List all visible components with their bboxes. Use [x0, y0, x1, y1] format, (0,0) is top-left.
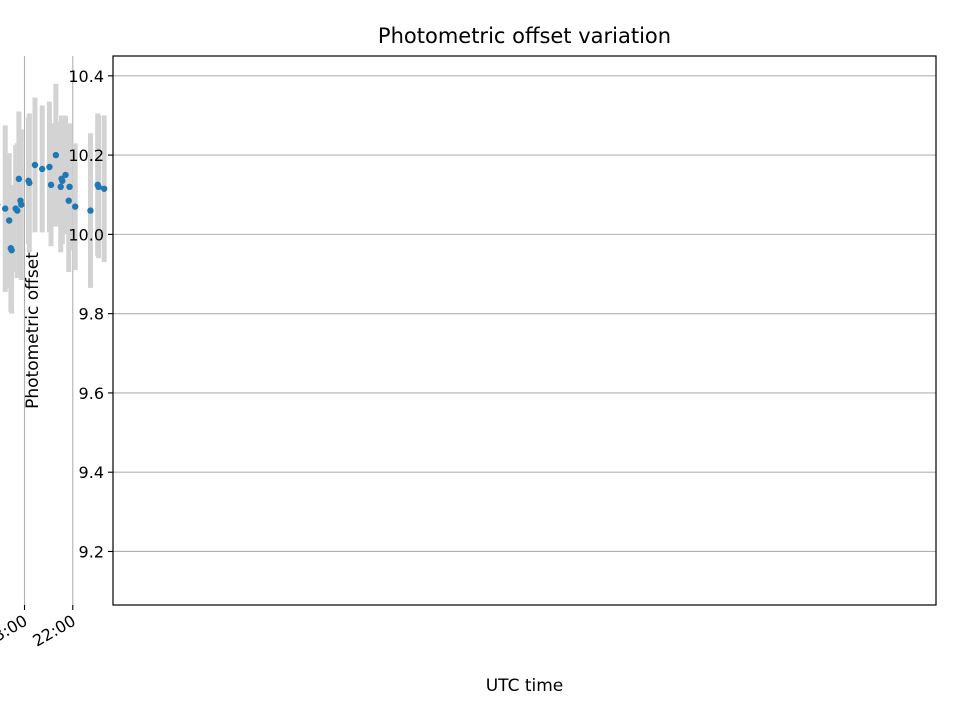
data-point — [31, 161, 39, 169]
y-tick-label: 10.4 — [68, 67, 104, 86]
data-point — [66, 183, 73, 191]
data-points — [0, 151, 108, 254]
y-tick-label: 9.2 — [79, 542, 104, 561]
plot-frame — [112, 55, 937, 606]
data-point — [62, 171, 69, 179]
y-axis-ticks: 9.2 9.4 9.6 9.8 10.0 10.2 10.4 — [68, 67, 113, 561]
x-axis-label: UTC time — [486, 676, 564, 696]
y-tick-label: 10.0 — [68, 225, 104, 244]
y-tick-label: 9.6 — [79, 384, 104, 403]
data-point — [57, 183, 64, 191]
data-point — [58, 175, 65, 183]
data-point — [100, 185, 108, 192]
data-point — [52, 151, 60, 159]
y-tick-label: 9.8 — [79, 305, 104, 324]
data-point — [1, 205, 9, 212]
data-point — [46, 163, 53, 171]
data-point — [71, 203, 79, 210]
data-point — [94, 181, 101, 189]
data-point — [87, 207, 94, 214]
plot-area — [113, 56, 936, 605]
data-point — [65, 197, 72, 204]
data-point — [6, 217, 13, 224]
data-point — [15, 175, 23, 183]
y-axis-label: Photometric offset — [23, 252, 43, 409]
data-point — [25, 177, 32, 185]
chart-title: Photometric offset variation — [378, 24, 671, 48]
y-tick-label: 10.2 — [68, 146, 104, 165]
data-point — [17, 197, 24, 204]
y-tick-label: 9.4 — [79, 463, 104, 482]
data-point — [39, 165, 46, 173]
data-point — [7, 245, 15, 252]
data-point — [12, 205, 19, 212]
data-point — [47, 181, 55, 189]
